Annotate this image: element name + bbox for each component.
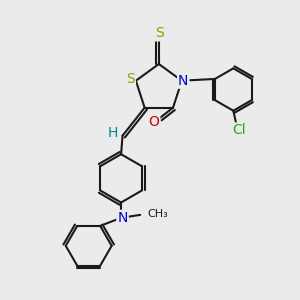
Text: CH₃: CH₃ xyxy=(148,209,168,219)
Text: N: N xyxy=(117,211,128,225)
Text: S: S xyxy=(155,26,164,40)
Text: H: H xyxy=(108,126,118,140)
Text: S: S xyxy=(126,72,135,86)
Text: N: N xyxy=(178,74,188,88)
Text: Cl: Cl xyxy=(232,124,245,137)
Text: O: O xyxy=(148,115,159,128)
